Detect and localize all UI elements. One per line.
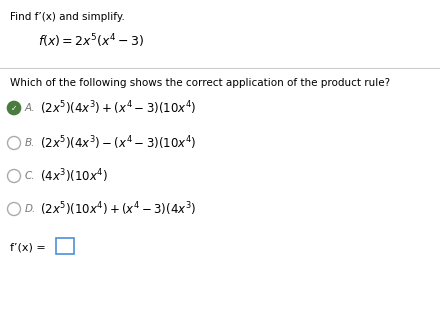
Text: $f(x) = 2x^5\left(x^4-3\right)$: $f(x) = 2x^5\left(x^4-3\right)$ [38, 32, 145, 50]
Text: $\left(2x^5\right)\left(4x^3\right)+\left(x^4-3\right)\left(10x^4\right)$: $\left(2x^5\right)\left(4x^3\right)+\lef… [40, 99, 196, 117]
Text: $\left(2x^5\right)\left(4x^3\right)-\left(x^4-3\right)\left(10x^4\right)$: $\left(2x^5\right)\left(4x^3\right)-\lef… [40, 134, 196, 152]
Text: Find f’(x) and simplify.: Find f’(x) and simplify. [10, 12, 125, 22]
Circle shape [7, 101, 21, 114]
Text: f’(x) =: f’(x) = [10, 242, 49, 252]
Text: Which of the following shows the correct application of the product rule?: Which of the following shows the correct… [10, 78, 390, 88]
Text: $\left(4x^3\right)\left(10x^4\right)$: $\left(4x^3\right)\left(10x^4\right)$ [40, 167, 108, 185]
Text: B.: B. [25, 138, 35, 148]
Text: ✓: ✓ [11, 104, 17, 113]
Text: D.: D. [25, 204, 36, 214]
FancyBboxPatch shape [56, 238, 74, 254]
Text: $\left(2x^5\right)\left(10x^4\right)+\left(x^4-3\right)\left(4x^3\right)$: $\left(2x^5\right)\left(10x^4\right)+\le… [40, 200, 196, 218]
Text: A.: A. [25, 103, 36, 113]
Text: C.: C. [25, 171, 36, 181]
